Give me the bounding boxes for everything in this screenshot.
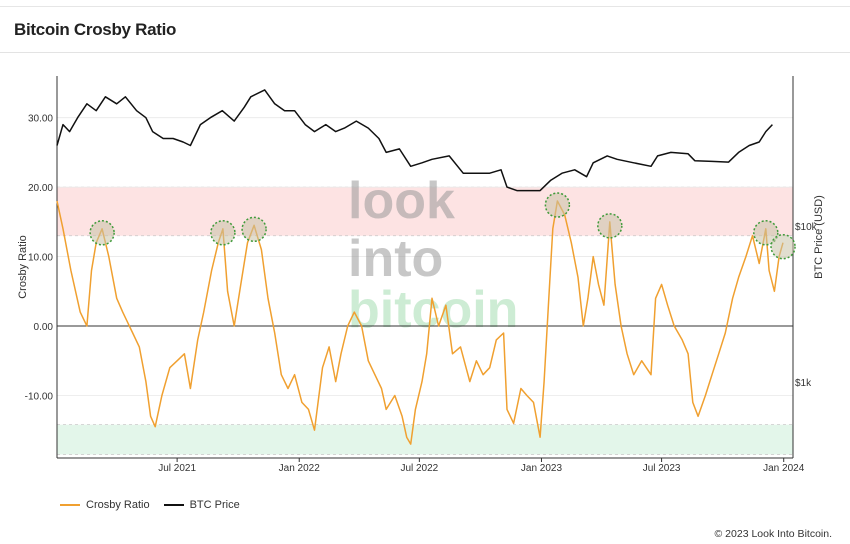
top-rule: [0, 6, 850, 7]
x-tick-label: Jul 2022: [400, 463, 438, 474]
legend-swatch-crosby: [60, 504, 80, 506]
peak-marker: [210, 220, 236, 246]
y2-tick-label: $1k: [795, 378, 812, 389]
series-line-btc-price: [56, 89, 773, 192]
y-axis-title: Crosby Ratio: [17, 235, 29, 299]
y2-axis-title: BTC Price (USD): [813, 195, 825, 279]
y-tick-label: -10.00: [25, 391, 54, 402]
y-tick-label: 0.00: [34, 322, 54, 333]
legend-item-btc[interactable]: BTC Price: [163, 499, 240, 511]
band-undervalued: [57, 424, 793, 455]
page-title: Bitcoin Crosby Ratio: [14, 20, 177, 39]
peak-marker: [544, 192, 571, 218]
peak-marker: [770, 233, 796, 260]
legend-label-btc: BTC Price: [189, 499, 240, 511]
copyright-text: © 2023 Look Into Bitcoin.: [714, 528, 832, 540]
y2-tick-label: $10k: [795, 222, 818, 233]
x-tick-label: Jul 2023: [643, 463, 681, 474]
watermark-line-1: look: [348, 172, 455, 230]
legend-swatch-btc: [163, 504, 184, 506]
watermark-line-3: bitcoin: [348, 281, 518, 339]
chart-legend: Crosby Ratio BTC Price: [60, 499, 254, 511]
x-tick-label: Jul 2021: [158, 463, 196, 474]
series-line-crosby-ratio: [56, 200, 784, 445]
x-tick-label: Jan 2024: [763, 463, 805, 474]
watermark-line-2: into: [348, 230, 443, 288]
peak-marker: [89, 220, 115, 246]
y-tick-label: 30.00: [28, 114, 53, 125]
y-tick-label: 20.00: [28, 183, 53, 194]
peak-marker: [753, 220, 779, 246]
peak-marker: [597, 213, 623, 239]
x-tick-label: Jan 2022: [279, 463, 321, 474]
title-divider: [0, 52, 850, 53]
legend-item-crosby[interactable]: Crosby Ratio: [60, 499, 150, 511]
peak-marker: [241, 216, 267, 243]
band-overheated: [57, 187, 793, 236]
x-tick-label: Jan 2023: [521, 463, 563, 474]
legend-label-crosby: Crosby Ratio: [86, 499, 150, 511]
y-tick-label: 10.00: [28, 253, 53, 264]
